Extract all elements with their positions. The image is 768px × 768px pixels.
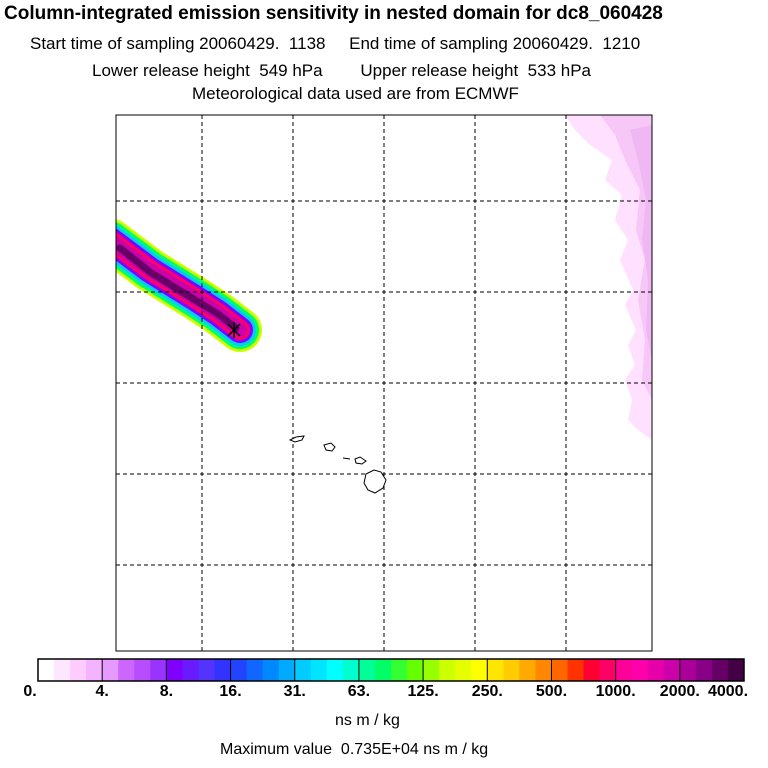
colorbar-cell [326, 659, 344, 681]
colorbar-cell [663, 659, 681, 681]
colorbar-cell [294, 659, 312, 681]
colorbar-cell [567, 659, 585, 681]
colorbar-cell [262, 659, 280, 681]
colorbar-cell [166, 659, 183, 681]
colorbar-cell [439, 659, 456, 681]
colorbar-cell [230, 659, 248, 681]
colorbar-cell [374, 659, 392, 681]
colorbar-cell [423, 659, 440, 681]
colorbar-cell [86, 659, 103, 681]
map-grid [116, 115, 652, 651]
colorbar-tick-label: 16. [219, 683, 242, 700]
colorbar-cell [695, 659, 713, 681]
colorbar-cell [487, 659, 504, 681]
colorbar-cell [711, 659, 729, 681]
colorbar-cell [182, 659, 199, 681]
release-height-line: Lower release height 549 hPa Upper relea… [92, 61, 591, 80]
colorbar-tick-label: 0. [23, 683, 37, 700]
sampling-time-line: Start time of sampling 20060429. 1138 En… [30, 34, 641, 53]
colorbar-cell [198, 659, 215, 681]
colorbar-cell [535, 659, 552, 681]
colorbar-tick-label: 4. [95, 683, 109, 700]
colorbar-cell [150, 659, 167, 681]
colorbar-tick-label: 500. [535, 683, 568, 700]
colorbar-cell [455, 659, 472, 681]
colorbar-tick-label: 2000. [659, 683, 700, 700]
map-frame [115, 114, 653, 652]
colorbar-cell [407, 659, 424, 681]
colorbar-tick-label: 125. [407, 683, 439, 700]
colorbar-cell [70, 659, 87, 681]
colorbar-unit: ns m / kg [335, 712, 400, 729]
colorbar-cell [631, 659, 649, 681]
colorbar-cell [551, 659, 568, 681]
colorbar-cell [727, 659, 745, 681]
colorbar-cell [38, 659, 55, 681]
hawaiian-islands-icon [288, 435, 387, 494]
colorbar-cell [679, 659, 697, 681]
faint-sensitivity-region [565, 115, 652, 440]
page-title: Column-integrated emission sensitivity i… [4, 3, 663, 24]
colorbar-cell [358, 659, 376, 681]
colorbar-cell [134, 659, 151, 681]
colorbar-cell [310, 659, 328, 681]
colorbar-tick-label: 1000. [595, 683, 636, 700]
colorbar-cell [647, 659, 665, 681]
colorbar-cell [615, 659, 633, 681]
colorbar-cell [102, 659, 119, 681]
colorbar-tick-label: 4000. [707, 683, 749, 700]
colorbar-cell [214, 659, 232, 681]
main-sensitivity-plume [116, 218, 262, 352]
x-marker-icon [227, 322, 241, 338]
colorbar-tick-label: 8. [159, 683, 174, 700]
colorbar-cell [54, 659, 71, 681]
colorbar-cell [583, 659, 601, 681]
colorbar-cell [246, 659, 264, 681]
met-data-line: Meteorological data used are from ECMWF [192, 84, 519, 103]
colorbar-cell [278, 659, 296, 681]
colorbar-cell [519, 659, 536, 681]
colorbar-cell [342, 659, 360, 681]
colorbar-tick-label: 31. [283, 683, 306, 700]
colorbar-cell [471, 659, 488, 681]
colorbar-cell [503, 659, 520, 681]
colorbar-cell [599, 659, 617, 681]
colorbar-cell [391, 659, 408, 681]
colorbar-tick-label: 63. [347, 683, 371, 700]
colorbar-cell [118, 659, 135, 681]
colorbar-tick-label: 250. [471, 683, 503, 700]
maximum-value-label: Maximum value 0.735E+04 ns m / kg [220, 741, 489, 758]
